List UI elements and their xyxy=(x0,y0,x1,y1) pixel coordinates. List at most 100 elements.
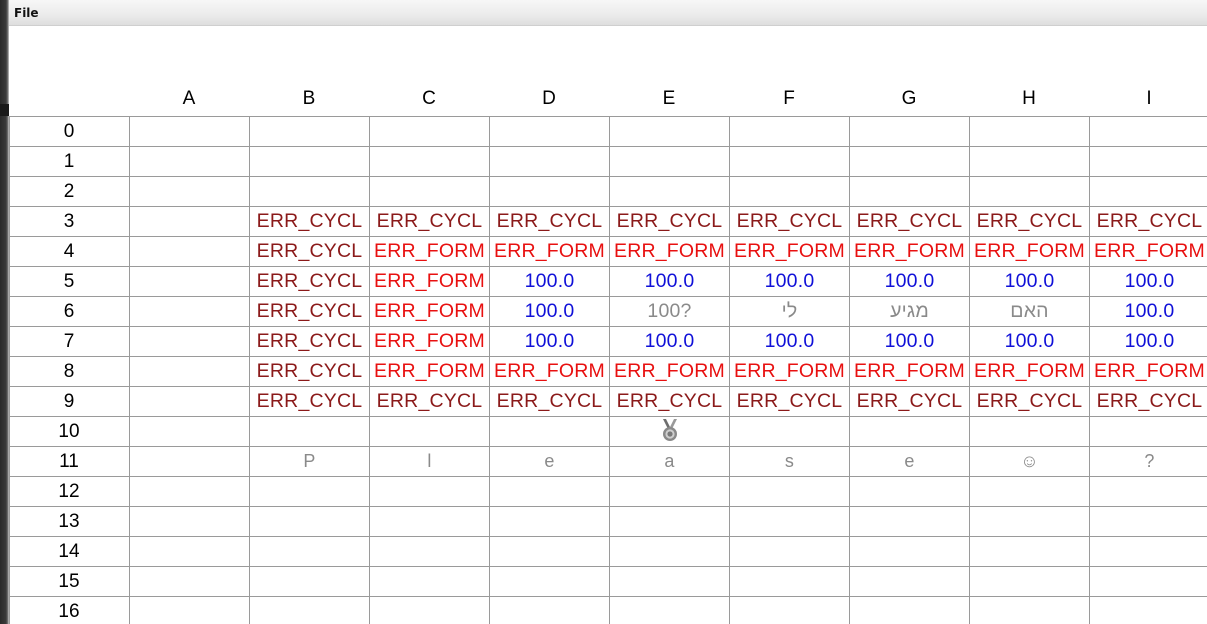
cell-d11[interactable]: e xyxy=(544,451,555,471)
cell-a2[interactable] xyxy=(130,177,249,206)
cell-b6[interactable]: ERR_CYCL xyxy=(256,300,363,322)
cell-d10[interactable] xyxy=(490,417,609,446)
cell-a16[interactable] xyxy=(130,597,249,624)
cell-h0[interactable] xyxy=(970,117,1089,146)
column-header-i[interactable]: I xyxy=(1146,88,1152,109)
cell-i8[interactable]: ERR_FORM xyxy=(1093,360,1206,382)
cell-i12[interactable] xyxy=(1090,477,1207,506)
cell-g2[interactable] xyxy=(850,177,969,206)
cell-c10[interactable] xyxy=(370,417,489,446)
cell-g11[interactable]: e xyxy=(904,451,915,471)
cell-i1[interactable] xyxy=(1090,147,1207,176)
row-header-11[interactable]: 11 xyxy=(59,451,79,472)
cell-a7[interactable] xyxy=(130,327,249,356)
cell-h13[interactable] xyxy=(970,507,1089,536)
cell-d6[interactable]: 100.0 xyxy=(524,300,575,322)
cell-e16[interactable] xyxy=(610,597,729,624)
cell-e14[interactable] xyxy=(610,537,729,566)
cell-b13[interactable] xyxy=(250,507,369,536)
row-header-2[interactable]: 2 xyxy=(63,181,75,202)
cell-e15[interactable] xyxy=(610,567,729,596)
row-header-15[interactable]: 15 xyxy=(58,571,80,592)
cell-b9[interactable]: ERR_CYCL xyxy=(256,390,363,412)
cell-e11[interactable]: a xyxy=(664,451,675,471)
cell-c2[interactable] xyxy=(370,177,489,206)
cell-g12[interactable] xyxy=(850,477,969,506)
cell-h9[interactable]: ERR_CYCL xyxy=(976,390,1083,412)
column-header-g[interactable]: G xyxy=(901,88,917,109)
cell-g7[interactable]: 100.0 xyxy=(884,330,935,352)
cell-g4[interactable]: ERR_FORM xyxy=(853,240,966,262)
cell-b8[interactable]: ERR_CYCL xyxy=(256,360,363,382)
cell-f15[interactable] xyxy=(730,567,849,596)
cell-g15[interactable] xyxy=(850,567,969,596)
row-header-5[interactable]: 5 xyxy=(63,271,75,292)
cell-c16[interactable] xyxy=(370,597,489,624)
cell-a8[interactable] xyxy=(130,357,249,386)
cell-i3[interactable]: ERR_CYCL xyxy=(1096,210,1203,232)
row-header-4[interactable]: 4 xyxy=(63,241,75,262)
column-header-e[interactable]: E xyxy=(662,88,676,109)
cell-e2[interactable] xyxy=(610,177,729,206)
column-header-h[interactable]: H xyxy=(1022,88,1036,109)
cell-g16[interactable] xyxy=(850,597,969,624)
cell-c5[interactable]: ERR_FORM xyxy=(373,270,486,292)
cell-g6[interactable]: מגיע xyxy=(890,300,929,322)
cell-d5[interactable]: 100.0 xyxy=(524,270,575,292)
cell-h6[interactable]: האם xyxy=(1010,300,1049,322)
cell-g13[interactable] xyxy=(850,507,969,536)
cell-e1[interactable] xyxy=(610,147,729,176)
cell-g1[interactable] xyxy=(850,147,969,176)
cell-e13[interactable] xyxy=(610,507,729,536)
cell-b10[interactable] xyxy=(250,417,369,446)
row-header-7[interactable]: 7 xyxy=(63,331,75,352)
cell-d4[interactable]: ERR_FORM xyxy=(493,240,606,262)
cell-d14[interactable] xyxy=(490,537,609,566)
cell-b4[interactable]: ERR_CYCL xyxy=(256,240,363,262)
cell-h14[interactable] xyxy=(970,537,1089,566)
cell-i11[interactable]: ? xyxy=(1144,451,1155,471)
cell-c0[interactable] xyxy=(370,117,489,146)
cell-a4[interactable] xyxy=(130,237,249,266)
cell-h2[interactable] xyxy=(970,177,1089,206)
cell-a9[interactable] xyxy=(130,387,249,416)
cell-i6[interactable]: 100.0 xyxy=(1124,300,1175,322)
cell-h5[interactable]: 100.0 xyxy=(1004,270,1055,292)
cell-b1[interactable] xyxy=(250,147,369,176)
cell-d16[interactable] xyxy=(490,597,609,624)
cell-d0[interactable] xyxy=(490,117,609,146)
cell-b5[interactable]: ERR_CYCL xyxy=(256,270,363,292)
row-header-9[interactable]: 9 xyxy=(63,391,75,412)
cell-b11[interactable]: P xyxy=(303,451,316,471)
cell-f7[interactable]: 100.0 xyxy=(764,330,815,352)
cell-b14[interactable] xyxy=(250,537,369,566)
column-header-c[interactable]: C xyxy=(422,88,436,109)
cell-a12[interactable] xyxy=(130,477,249,506)
cell-f9[interactable]: ERR_CYCL xyxy=(736,390,843,412)
cell-a5[interactable] xyxy=(130,267,249,296)
cell-d7[interactable]: 100.0 xyxy=(524,330,575,352)
cell-h10[interactable] xyxy=(970,417,1089,446)
row-header-8[interactable]: 8 xyxy=(63,361,75,382)
row-header-12[interactable]: 12 xyxy=(58,481,80,502)
cell-d2[interactable] xyxy=(490,177,609,206)
cell-h7[interactable]: 100.0 xyxy=(1004,330,1055,352)
cell-g10[interactable] xyxy=(850,417,969,446)
cell-e7[interactable]: 100.0 xyxy=(644,330,695,352)
cell-h16[interactable] xyxy=(970,597,1089,624)
cell-a11[interactable] xyxy=(130,447,249,476)
cell-i0[interactable] xyxy=(1090,117,1207,146)
row-header-14[interactable]: 14 xyxy=(58,541,80,562)
cell-d3[interactable]: ERR_CYCL xyxy=(496,210,603,232)
cell-f12[interactable] xyxy=(730,477,849,506)
cell-h4[interactable]: ERR_FORM xyxy=(973,240,1086,262)
cell-f2[interactable] xyxy=(730,177,849,206)
cell-b12[interactable] xyxy=(250,477,369,506)
cell-b15[interactable] xyxy=(250,567,369,596)
row-header-13[interactable]: 13 xyxy=(58,511,80,532)
cell-f10[interactable] xyxy=(730,417,849,446)
cell-h3[interactable]: ERR_CYCL xyxy=(976,210,1083,232)
cell-b7[interactable]: ERR_CYCL xyxy=(256,330,363,352)
cell-a10[interactable] xyxy=(130,417,249,446)
cell-f0[interactable] xyxy=(730,117,849,146)
